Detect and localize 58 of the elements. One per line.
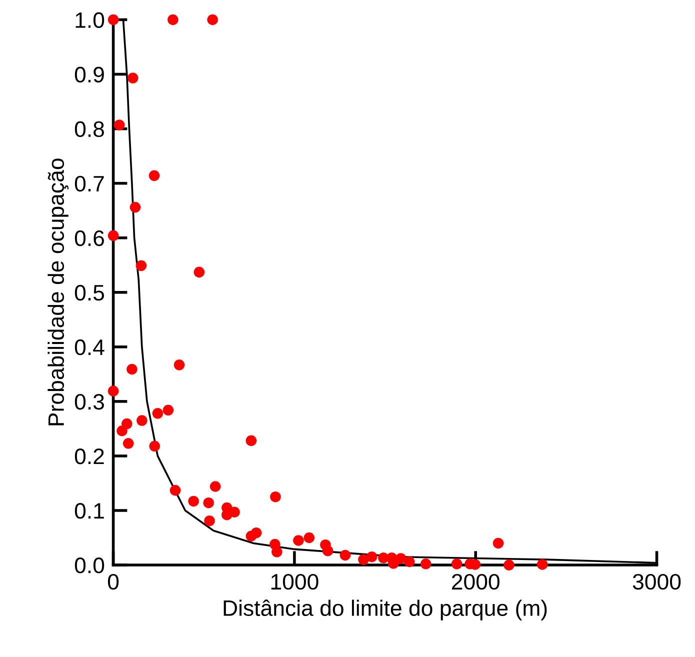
point [127, 72, 138, 84]
point [126, 364, 138, 375]
point [116, 425, 128, 436]
y-tick-label: 0.9 [74, 66, 104, 83]
point [204, 515, 215, 526]
point [492, 538, 504, 549]
point [395, 553, 406, 564]
point [404, 556, 415, 568]
point [250, 527, 262, 538]
point [136, 415, 148, 426]
point [229, 506, 240, 518]
point [340, 550, 351, 561]
point [152, 408, 164, 419]
point [246, 435, 257, 446]
x-tick-label: 1000 [271, 574, 318, 590]
point [270, 491, 281, 502]
y-tick-label: 0.0 [74, 558, 104, 574]
point [174, 360, 185, 370]
y-tick-label: 0.8 [74, 121, 104, 138]
point [149, 440, 160, 452]
y-tick-label: 1.0 [76, 12, 104, 28]
point [194, 266, 205, 278]
y-tick-label: 0.3 [74, 394, 104, 410]
point [210, 481, 221, 492]
point [304, 532, 314, 544]
point [451, 558, 462, 570]
point [420, 558, 432, 570]
point [293, 535, 304, 546]
x-tick-label: 2000 [452, 574, 500, 590]
point [188, 496, 199, 507]
point [114, 120, 125, 130]
x-tick-label: 3000 [632, 574, 681, 590]
point [108, 386, 119, 396]
point [271, 546, 282, 558]
point [536, 559, 548, 570]
y-tick-label: 0.1 [74, 503, 104, 519]
y-axis-title: Probabilidade de ocupação [48, 158, 69, 426]
x-tick-label: 0 [108, 574, 119, 590]
point [136, 260, 147, 272]
point [207, 14, 218, 26]
point [162, 404, 174, 416]
point [203, 497, 214, 508]
x-axis-title: Distância do limite do parque (m) [224, 600, 547, 620]
point [322, 545, 334, 556]
point [130, 202, 141, 213]
y-tick-label: 0.4 [74, 339, 104, 356]
point [122, 438, 134, 449]
point [504, 560, 514, 570]
y-tick-label: 0.5 [74, 284, 104, 301]
point [170, 484, 181, 496]
point [108, 230, 119, 242]
point [366, 551, 378, 562]
y-tick-label: 0.6 [74, 230, 104, 246]
y-tick-label: 0.7 [74, 176, 104, 192]
y-tick-label: 0.2 [74, 448, 104, 464]
point [108, 14, 119, 26]
point [148, 170, 160, 182]
point [168, 14, 178, 26]
